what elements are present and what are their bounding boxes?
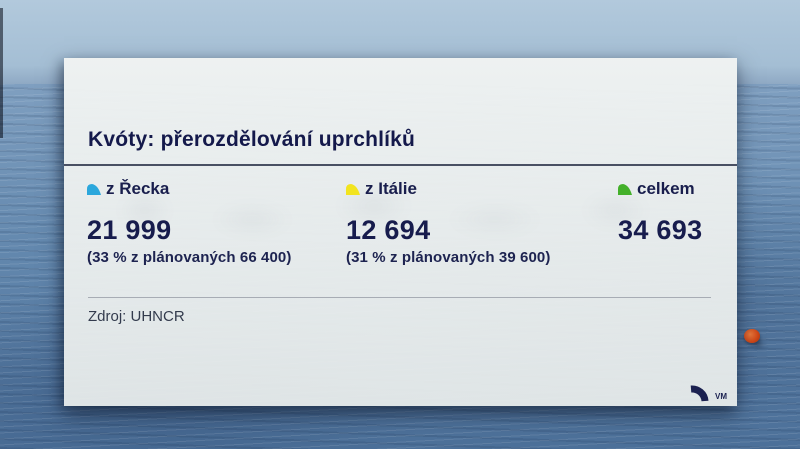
- column-note: (31 % z plánovaných 39 600): [346, 249, 551, 266]
- column-label: z Řecka: [106, 179, 170, 198]
- orange-buoy: [744, 329, 760, 343]
- column-value: 34 693: [618, 215, 703, 245]
- column-label: celkem: [637, 179, 695, 198]
- column-label: z Itálie: [365, 179, 417, 198]
- source-text: Zdroj: UHNCR: [88, 308, 185, 325]
- italy-legend-icon: [346, 183, 360, 195]
- swoosh-logo-icon: [690, 385, 709, 402]
- column-value: 21 999: [87, 215, 172, 245]
- column-greece: z Řecka 21 999 (33 % z plánovaných 66 40…: [87, 179, 291, 266]
- total-legend-icon: [618, 183, 632, 195]
- source-divider: [88, 297, 711, 298]
- greece-legend-icon: [87, 183, 101, 195]
- infographic-card: Kvóty: přerozdělování uprchlíků z Řecka …: [64, 58, 737, 406]
- photo-edge-shadow: [0, 8, 3, 138]
- card-title: Kvóty: přerozdělování uprchlíků: [88, 128, 416, 151]
- column-value: 12 694: [346, 215, 431, 245]
- column-note: (33 % z plánovaných 66 400): [87, 249, 292, 266]
- column-italy: z Itálie 12 694 (31 % z plánovaných 39 6…: [346, 179, 550, 266]
- broadcaster-logo: VM: [689, 383, 727, 402]
- column-total: celkem 34 693: [618, 179, 702, 249]
- logo-text: VM: [715, 392, 727, 401]
- title-divider: [64, 164, 737, 166]
